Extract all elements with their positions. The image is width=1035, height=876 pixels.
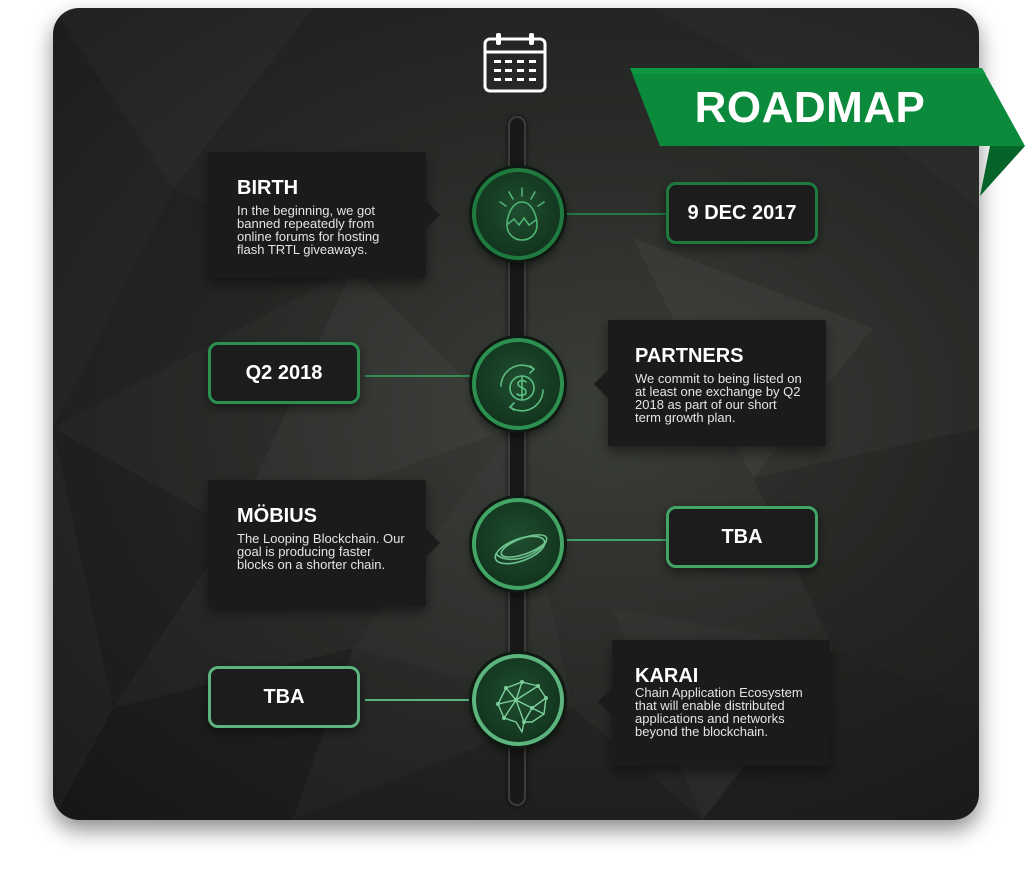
milestone-date: TBA [666,506,818,568]
milestone-node [472,338,564,430]
milestone-card-mobius: MÖBIUS The Looping Blockchain. Our goal … [208,480,440,606]
milestone-node [472,498,564,590]
milestone-description: Chain Application Ecosystem that will en… [635,685,803,739]
egg-hatching-icon [499,187,545,241]
mobius-ring-icon [494,534,548,565]
milestone-title: PARTNERS [635,345,744,367]
milestone-node [472,168,564,260]
milestone-description: In the beginning, we got banned repeated… [237,203,380,257]
milestone-node [472,654,564,746]
roadmap-banner [630,68,1025,196]
connector-line [365,699,473,701]
milestone-card-partners: PARTNERS We commit to being listed on at… [594,320,826,446]
timeline-track [508,116,526,806]
milestone-title: BIRTH [237,177,299,199]
milestone-description: The Looping Blockchain. Our goal is prod… [237,531,405,572]
connector-line [564,213,668,215]
milestone-card-karai: KARAI Chain Application Ecosystem that w… [598,640,830,766]
milestone-description: We commit to being listed on at least on… [635,371,802,425]
brain-network-icon [496,680,548,733]
connector-line [365,375,473,377]
roadmap-title: ROADMAP [694,83,926,132]
milestone-title: MÖBIUS [237,505,317,527]
milestone-card-birth: BIRTH In the beginning, we got banned re… [208,152,440,278]
milestone-title: KARAI [635,665,699,687]
milestone-date: TBA [208,666,360,728]
milestone-date: 9 DEC 2017 [666,182,818,244]
connector-line [564,539,668,541]
dollar-cycle-icon [500,364,544,412]
milestone-date: Q2 2018 [208,342,360,404]
calendar-icon [483,33,547,93]
